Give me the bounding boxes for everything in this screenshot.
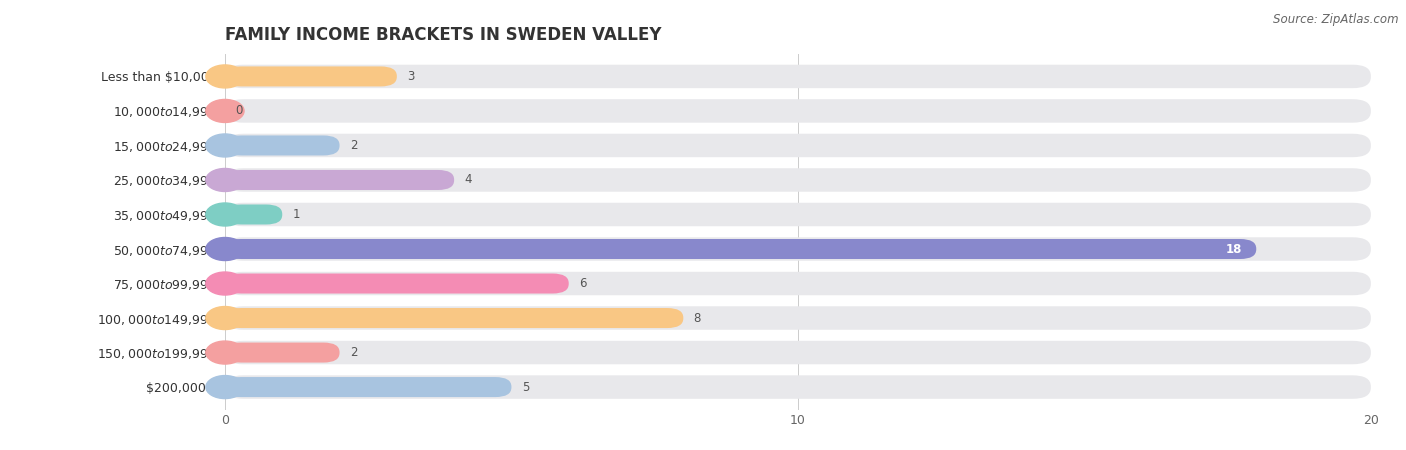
FancyBboxPatch shape: [225, 308, 683, 328]
Circle shape: [205, 203, 245, 226]
FancyBboxPatch shape: [225, 67, 396, 86]
FancyBboxPatch shape: [225, 65, 1371, 88]
FancyBboxPatch shape: [225, 342, 340, 363]
FancyBboxPatch shape: [225, 237, 1371, 261]
FancyBboxPatch shape: [225, 377, 512, 397]
FancyBboxPatch shape: [225, 99, 1371, 123]
FancyBboxPatch shape: [225, 341, 1371, 364]
FancyBboxPatch shape: [225, 239, 1257, 259]
Text: Source: ZipAtlas.com: Source: ZipAtlas.com: [1274, 14, 1399, 27]
Circle shape: [205, 306, 245, 329]
Text: 6: 6: [579, 277, 586, 290]
FancyBboxPatch shape: [225, 204, 283, 225]
Circle shape: [205, 134, 245, 157]
Text: 4: 4: [464, 174, 472, 186]
FancyBboxPatch shape: [225, 168, 1371, 192]
FancyBboxPatch shape: [225, 203, 1371, 226]
Circle shape: [205, 238, 245, 261]
Text: 18: 18: [1226, 243, 1241, 256]
Text: 2: 2: [350, 346, 357, 359]
Text: 0: 0: [235, 104, 243, 117]
Circle shape: [205, 168, 245, 192]
FancyBboxPatch shape: [225, 274, 568, 293]
Circle shape: [205, 376, 245, 399]
FancyBboxPatch shape: [225, 375, 1371, 399]
FancyBboxPatch shape: [225, 135, 340, 155]
FancyBboxPatch shape: [225, 306, 1371, 330]
Text: 1: 1: [292, 208, 299, 221]
Circle shape: [205, 65, 245, 88]
Circle shape: [205, 272, 245, 295]
Text: 2: 2: [350, 139, 357, 152]
Text: 5: 5: [522, 381, 529, 394]
Text: 3: 3: [408, 70, 415, 83]
FancyBboxPatch shape: [225, 272, 1371, 295]
Text: 8: 8: [693, 311, 702, 324]
Text: FAMILY INCOME BRACKETS IN SWEDEN VALLEY: FAMILY INCOME BRACKETS IN SWEDEN VALLEY: [225, 26, 661, 44]
FancyBboxPatch shape: [225, 134, 1371, 157]
Circle shape: [205, 99, 245, 122]
Circle shape: [205, 341, 245, 364]
FancyBboxPatch shape: [225, 170, 454, 190]
